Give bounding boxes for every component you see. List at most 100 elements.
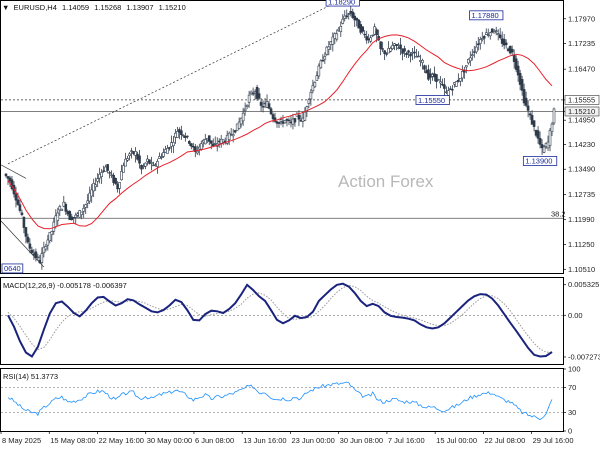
candle-body <box>269 108 273 115</box>
candle <box>207 135 211 146</box>
candle-body <box>303 111 307 121</box>
candle-body <box>227 132 231 140</box>
candle <box>528 111 532 120</box>
rsi-axis: 100 70 30 0 <box>563 365 581 436</box>
price-axis-label: 1.10510 <box>568 265 595 274</box>
time-axis-label: 23 Jun 00:00 <box>291 436 334 445</box>
candle <box>542 145 546 154</box>
candle <box>548 128 552 152</box>
candle-body <box>271 114 275 120</box>
candle-body <box>524 97 528 106</box>
pivot-box <box>522 156 558 166</box>
candle-body <box>309 91 313 100</box>
pivot-annotation: 1.15550 <box>415 95 450 105</box>
time-axis-label: 22 Jul 08:00 <box>484 436 525 445</box>
candle <box>351 8 355 19</box>
candle <box>471 48 474 61</box>
candle-body <box>323 56 327 60</box>
macd-axis-label: 0.005325 <box>568 280 599 289</box>
fib-level-label: 38.2 <box>551 209 566 218</box>
candle <box>323 52 327 64</box>
candle-body <box>68 211 72 221</box>
candle-body <box>311 85 315 92</box>
candle-body <box>88 192 91 202</box>
candle <box>40 247 44 270</box>
candle-body <box>124 158 127 167</box>
candle-body <box>247 94 251 103</box>
candle <box>114 177 117 185</box>
candle <box>118 181 121 194</box>
candle-body <box>126 158 129 161</box>
candle-body <box>363 33 366 36</box>
candle-body <box>130 150 133 152</box>
candle <box>211 138 215 147</box>
candle <box>58 204 62 217</box>
candle-body <box>371 34 374 37</box>
candle-body <box>221 139 225 143</box>
ma-line <box>7 34 553 230</box>
candle-body <box>120 171 123 181</box>
watermark: Action Forex <box>338 172 434 191</box>
candle <box>28 238 32 254</box>
candle <box>64 202 68 215</box>
candle-body <box>194 146 197 153</box>
candle-body <box>30 249 34 254</box>
rsi-panel-title: RSI(14) 51.3773 <box>3 372 58 381</box>
candle <box>317 63 321 79</box>
candle-body <box>494 30 498 32</box>
candle <box>339 21 343 37</box>
candle-body <box>207 135 211 142</box>
candle <box>4 173 8 178</box>
candle <box>188 140 191 146</box>
candle-body <box>128 153 131 157</box>
candle <box>365 30 368 44</box>
candle <box>100 169 103 184</box>
candle <box>391 41 394 51</box>
rsi-axis-label: 100 <box>568 365 581 374</box>
candle-body <box>317 65 321 77</box>
candle <box>315 71 319 81</box>
candle <box>22 216 26 234</box>
candle-body <box>287 119 291 122</box>
candle-body <box>182 134 185 137</box>
candle <box>427 64 430 81</box>
candle-body <box>36 256 40 259</box>
candle-body <box>24 227 28 237</box>
candle <box>552 107 556 126</box>
candle-body <box>548 129 552 146</box>
moving-average-layer <box>7 34 553 230</box>
candle-body <box>46 239 50 246</box>
candle <box>347 12 351 20</box>
trend-lines <box>0 4 331 268</box>
candle <box>355 17 359 27</box>
macd-panel-frame <box>0 277 564 365</box>
candle <box>241 107 245 126</box>
candle <box>251 87 255 96</box>
candle-body <box>465 65 468 68</box>
candle-body <box>34 251 38 259</box>
candle-body <box>108 172 111 174</box>
candle <box>6 175 10 185</box>
candle-body <box>341 18 345 24</box>
time-axis-label: 30 Jun 08:00 <box>340 436 383 445</box>
candle-body <box>520 79 524 91</box>
candle <box>361 26 364 34</box>
time-axis-label: 7 Jul 16:00 <box>388 436 425 445</box>
candle <box>480 31 484 42</box>
candle-body <box>532 120 536 127</box>
candle-body <box>502 38 506 46</box>
candle <box>180 125 183 140</box>
channel-line-upper <box>0 164 27 179</box>
candle-body <box>26 236 30 243</box>
candle <box>168 146 171 151</box>
candle-body <box>176 131 179 138</box>
candle-body <box>478 39 482 44</box>
candle-body <box>504 42 508 46</box>
rsi-axis-label: 30 <box>568 408 576 417</box>
candle-body <box>251 93 255 95</box>
candle <box>267 100 271 110</box>
candle-body <box>231 134 235 137</box>
candle-body <box>488 32 492 37</box>
candle <box>403 45 406 57</box>
candle-body <box>530 115 534 125</box>
